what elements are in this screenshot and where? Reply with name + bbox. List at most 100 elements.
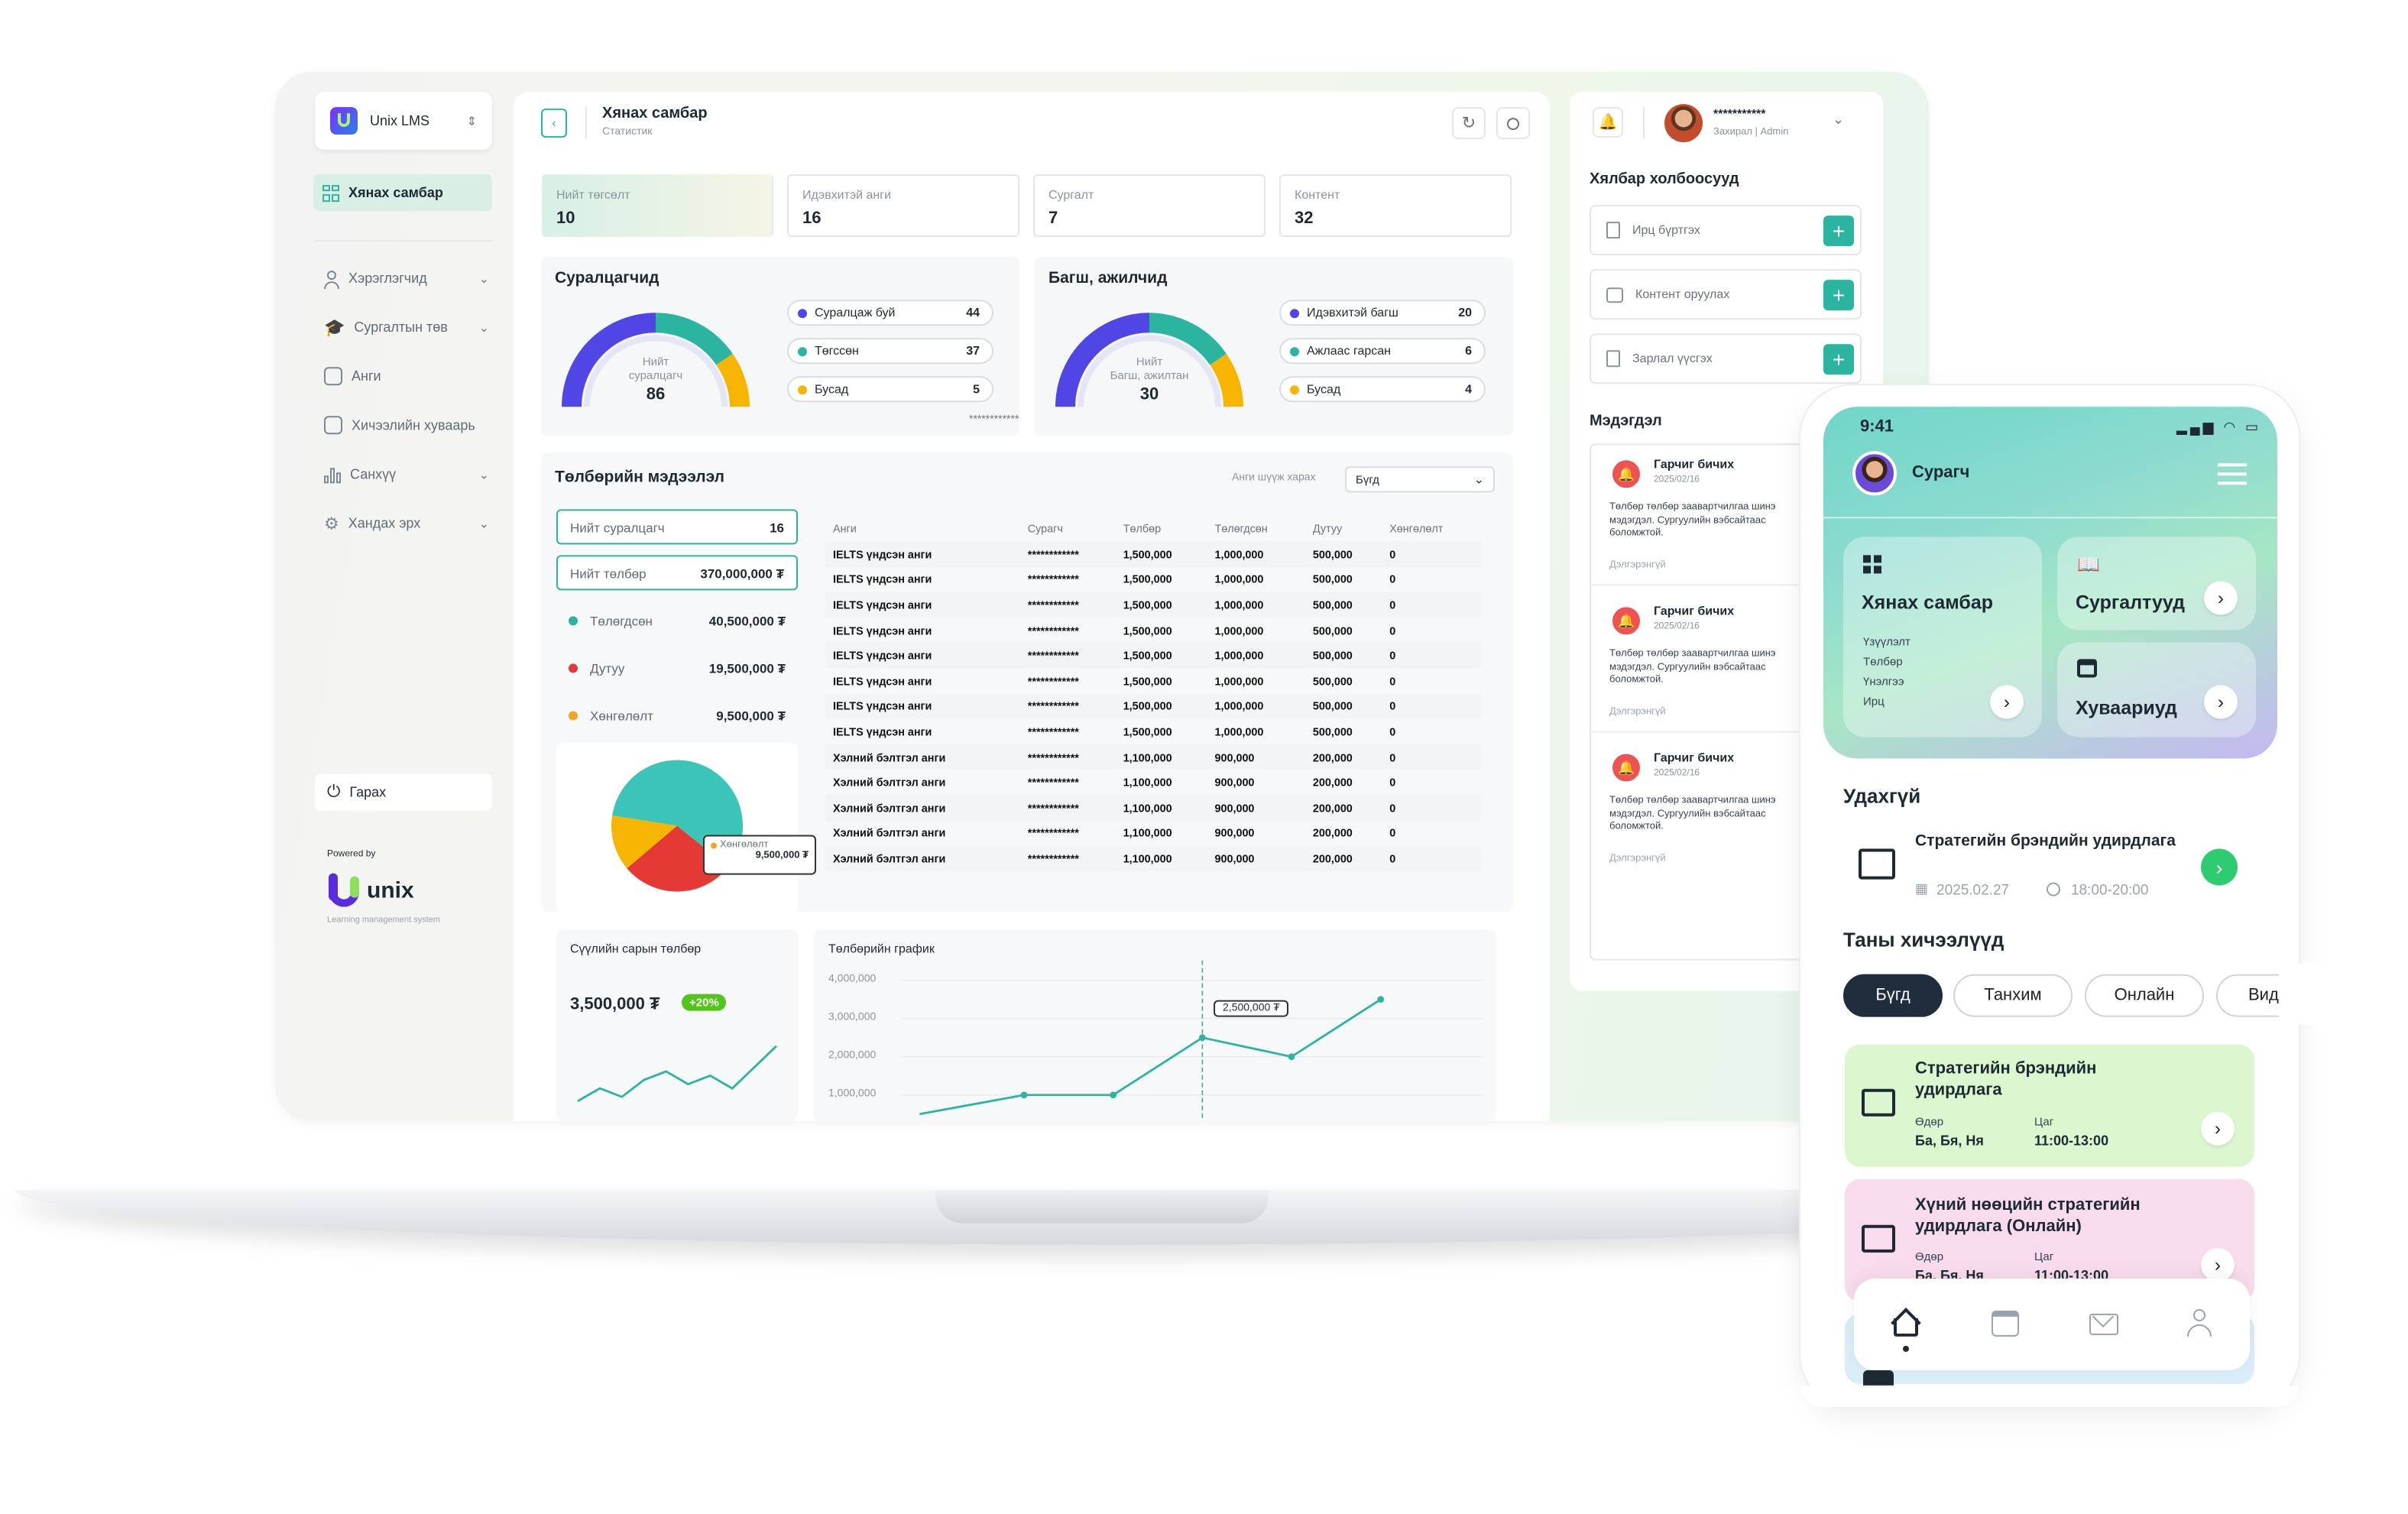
table-row[interactable]: IELTS үндсэн анги ************ 1,500,000 1,… <box>825 541 1481 567</box>
image-icon <box>1606 287 1623 303</box>
phone-edge-mask <box>2279 963 2325 1025</box>
pie-slice <box>611 815 677 869</box>
notification-item[interactable]: 🔔 Гарчиг бичих 2025/02/16 Төлбөр төлбөр … <box>1590 595 1819 733</box>
sidebar-item-dashboard[interactable]: Хянах самбар <box>313 174 492 212</box>
lesson-card[interactable] <box>1845 1044 2254 1167</box>
table-row[interactable]: IELTS үндсэн анги ************ 1,500,000 1,… <box>825 668 1481 693</box>
hamburger-menu-icon[interactable] <box>2218 463 2247 485</box>
sidebar-item-class[interactable]: Анги <box>315 358 492 394</box>
notification-bell-button[interactable]: 🔔 <box>1593 107 1623 138</box>
tab-messages[interactable] <box>2089 1305 2118 1335</box>
table-row[interactable]: IELTS үндсэн анги ************ 1,500,000 1,… <box>825 693 1481 719</box>
lesson-day-label: Өдөр <box>1915 1249 1944 1263</box>
table-cell: Хэлний бэлтгэл анги <box>833 775 946 789</box>
column-header: Төлөгдсөн <box>1214 520 1268 535</box>
lesson-day: Ба, Бя, Ня <box>1915 1133 1984 1149</box>
upcoming-title: Удахгүй <box>1843 784 1921 808</box>
add-button[interactable]: + <box>1823 215 1854 246</box>
notification-item[interactable]: 🔔 Гарчиг бичих 2025/02/16 Төлбөр төлбөр … <box>1590 448 1819 586</box>
summary-missing: Дутуу 19,500,000 ₮ <box>556 650 798 685</box>
table-cell: 0 <box>1382 795 1481 821</box>
table-cell: Хэлний бэлтгэл анги <box>825 845 1020 872</box>
table-row[interactable]: IELTS үндсэн анги ************ 1,500,000 1,… <box>825 592 1481 618</box>
table-row[interactable]: IELTS үндсэн анги ************ 1,500,000 1,… <box>825 643 1481 669</box>
table-cell: 1,100,000 <box>1115 744 1207 770</box>
sidebar-item-label: Хандах эрх <box>348 515 421 531</box>
table-cell: IELTS үндсэн анги <box>833 572 932 587</box>
filter-chip-online[interactable]: Онлайн <box>2085 974 2204 1017</box>
chevron-right-icon[interactable]: › <box>1990 685 2024 719</box>
table-cell: ************ <box>1019 795 1116 821</box>
logout-button[interactable]: ⏻ Гарах <box>315 773 492 811</box>
chevron-down-icon: ⌄ <box>1473 472 1484 487</box>
more-link[interactable]: Дэлгэрэнгүй <box>1609 853 1666 864</box>
table-row[interactable]: Хэлний бэлтгэл анги ************ 1,100,000… <box>825 795 1481 821</box>
table-cell: 500,000 <box>1304 592 1382 618</box>
last-month-value: 3,500,000 ₮ <box>570 995 660 1014</box>
table-cell: 1,000,000 <box>1214 623 1264 637</box>
dashboard-icon <box>322 184 339 202</box>
gauge-label: Багш, ажилтан <box>1110 368 1189 383</box>
more-link[interactable]: Дэлгэрэнгүй <box>1609 559 1666 571</box>
table-row[interactable]: Хэлний бэлтгэл анги ************ 1,100,000… <box>825 845 1481 872</box>
table-row[interactable]: Хэлний бэлтгэл анги ************ 1,100,000… <box>825 821 1481 846</box>
user-icon <box>324 270 339 289</box>
sidebar-item-training-center[interactable]: 🎓 Сургалтын төв ⌄ <box>315 309 492 345</box>
table-row[interactable]: IELTS үндсэн анги ************ 1,500,000 1,… <box>825 618 1481 643</box>
avatar[interactable] <box>1852 451 1897 496</box>
legend-dot <box>798 346 807 356</box>
logout-label: Гарах <box>349 784 387 800</box>
table-cell: 1,500,000 <box>1123 673 1172 688</box>
legend-label: Бусад <box>1307 382 1341 397</box>
tab-home[interactable] <box>1891 1308 1921 1352</box>
table-row[interactable]: IELTS үндсэн анги ************ 1,500,000 1,… <box>825 719 1481 744</box>
chevron-right-icon[interactable]: › <box>2201 1111 2235 1146</box>
unix-logo-icon <box>330 107 358 135</box>
chevron-right-icon[interactable]: › <box>2201 1247 2235 1282</box>
legend-label: Бусад <box>815 382 849 397</box>
sidebar-item-schedule[interactable]: Хичээлийн хуваарь <box>315 407 492 443</box>
table-cell: 200,000 <box>1304 845 1382 872</box>
chevron-right-icon[interactable]: › <box>2204 581 2238 615</box>
table-cell: 500,000 <box>1312 623 1353 637</box>
table-row[interactable]: IELTS үндсэн анги ************ 1,500,000 1,… <box>825 567 1481 592</box>
table-row[interactable]: Хэлний бэлтгэл анги ************ 1,100,000… <box>825 770 1481 795</box>
refresh-button[interactable]: ↻ <box>1452 107 1486 140</box>
quick-link-content[interactable]: Контент оруулах + <box>1590 269 1862 320</box>
payment-chart-card <box>813 929 1496 1121</box>
table-cell: 200,000 <box>1312 775 1353 789</box>
sidebar-item-finance[interactable]: Санхүү ⌄ <box>315 455 492 492</box>
chevron-right-icon[interactable]: › <box>2204 685 2238 719</box>
add-button[interactable]: + <box>1823 279 1854 310</box>
stat-card-active-classes: Идэвхитэй анги 16 <box>787 174 1019 238</box>
pie-slice <box>627 825 729 892</box>
y-tick: 3,000,000 <box>828 1012 877 1023</box>
quick-link-attendance[interactable]: Ирц бүртгэх + <box>1590 205 1862 256</box>
filter-chip-classroom[interactable]: Танхим <box>1953 974 2073 1017</box>
data-point <box>1377 996 1385 1003</box>
filter-chip-all[interactable]: Бүгд <box>1843 974 1943 1017</box>
chevron-down-icon: ⌄ <box>478 467 489 481</box>
quick-link-announcement[interactable]: Зарлал үүсгэх + <box>1590 333 1862 384</box>
table-row[interactable]: Хэлний бэлтгэл анги ************ 1,100,000… <box>825 744 1481 770</box>
table-cell: 1,500,000 <box>1115 592 1207 618</box>
app-switcher[interactable]: Unix LMS ⇕ <box>315 92 492 151</box>
header-divider <box>585 107 587 140</box>
chevron-down-icon[interactable]: ⌄ <box>1833 112 1845 128</box>
class-filter-select[interactable]: Бүгд ⌄ <box>1345 466 1495 493</box>
stat-value: 10 <box>556 209 575 229</box>
table-cell: 1,500,000 <box>1115 693 1207 719</box>
tab-calendar[interactable] <box>1992 1310 2019 1337</box>
more-link[interactable]: Дэлгэрэнгүй <box>1609 706 1666 718</box>
search-button[interactable] <box>1496 107 1530 140</box>
tab-profile[interactable] <box>2187 1308 2212 1340</box>
column-header: Төлбөр <box>1123 520 1162 535</box>
notification-item[interactable]: 🔔 Гарчиг бичих 2025/02/16 Төлбөр төлбөр … <box>1590 741 1819 879</box>
upcoming-go-button[interactable]: › <box>2201 848 2238 886</box>
table-cell: IELTS үндсэн анги <box>825 643 1020 669</box>
collapse-sidebar-button[interactable]: ‹ <box>541 109 567 138</box>
avatar[interactable] <box>1664 104 1703 143</box>
add-button[interactable]: + <box>1823 343 1854 374</box>
sidebar-item-access[interactable]: ⚙ Хандах эрх ⌄ <box>315 504 492 541</box>
sidebar-item-users[interactable]: Хэрэглэгчид ⌄ <box>315 260 492 297</box>
